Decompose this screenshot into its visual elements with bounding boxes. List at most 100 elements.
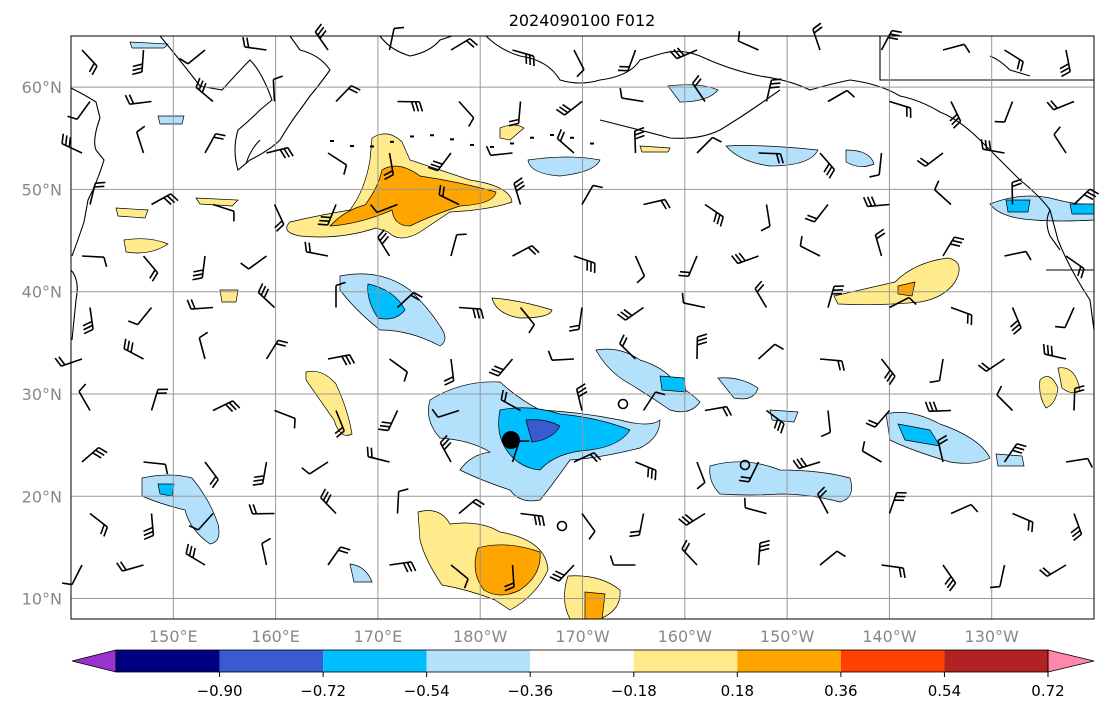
lon-label: 150°W xyxy=(760,627,815,646)
wind-barb xyxy=(634,255,646,284)
wind-barb xyxy=(242,36,267,51)
wind-barb xyxy=(204,461,219,489)
colorbar-tick-label: −0.36 xyxy=(507,682,553,700)
wind-barb xyxy=(816,486,829,514)
wind-barb xyxy=(204,132,226,154)
wind-barb xyxy=(704,405,733,417)
wind-barb xyxy=(704,203,725,227)
wind-barb xyxy=(738,461,760,483)
lat-label: 50°N xyxy=(22,180,62,199)
wind-barb xyxy=(458,100,475,127)
wind-barb xyxy=(760,204,771,232)
lat-label: 60°N xyxy=(22,78,62,97)
storm-markers xyxy=(501,398,751,532)
wind-barb xyxy=(617,49,637,72)
wind-barb xyxy=(977,358,1005,372)
lon-label: 180°W xyxy=(453,627,508,646)
wind-barb xyxy=(266,146,294,159)
wind-barb xyxy=(1055,307,1075,329)
colorbar-tick-label: 0.72 xyxy=(1031,682,1064,700)
wind-barb xyxy=(389,358,409,382)
wind-barb xyxy=(609,555,636,566)
wind-barb xyxy=(116,561,144,572)
wind-barb xyxy=(633,126,645,154)
wind-barb xyxy=(820,410,832,438)
wind-barb xyxy=(766,409,785,434)
wind-barb xyxy=(635,461,657,481)
wind-barb xyxy=(980,139,1005,154)
wind-barb xyxy=(573,451,602,463)
wind-barb xyxy=(366,446,390,463)
wind-barb xyxy=(274,409,296,429)
colorbar-segment xyxy=(219,650,324,672)
wind-barb xyxy=(888,491,907,514)
wind-barb xyxy=(252,461,268,486)
colorbar-segment xyxy=(323,650,427,672)
lon-label: 130°W xyxy=(965,627,1020,646)
wind-barb xyxy=(143,461,169,475)
wind-barb xyxy=(500,389,521,412)
colorbar-segment xyxy=(840,650,945,672)
wind-barb xyxy=(81,49,98,76)
wind-barb xyxy=(389,561,417,573)
wind-barb xyxy=(370,203,398,214)
wind-barb xyxy=(485,145,513,157)
wind-barb xyxy=(1039,564,1067,578)
wind-barb xyxy=(212,203,235,222)
map-plot-area xyxy=(54,22,1100,620)
wind-barb xyxy=(54,356,83,367)
wind-barb xyxy=(1053,126,1067,154)
wind-barbs xyxy=(54,22,1100,592)
wind-barb xyxy=(1004,49,1024,72)
wind-barb xyxy=(678,255,698,278)
wind-barb xyxy=(743,497,767,515)
lon-label: 140°W xyxy=(862,627,917,646)
wind-barb xyxy=(78,383,91,411)
low-marker xyxy=(556,520,568,532)
wind-barb xyxy=(378,410,399,432)
wind-barb xyxy=(731,252,759,265)
wind-barb xyxy=(304,241,329,257)
wind-barb xyxy=(573,255,596,274)
wind-barb xyxy=(186,299,214,310)
wind-barb xyxy=(1004,250,1032,261)
wind-barb xyxy=(123,338,144,360)
wind-barb xyxy=(889,296,917,309)
wind-barb xyxy=(335,281,346,308)
colorbar-segment xyxy=(116,650,220,672)
wind-barb xyxy=(396,291,423,309)
wind-barb xyxy=(581,513,596,540)
wind-barb xyxy=(61,133,83,154)
colorbar-tick-label: −0.54 xyxy=(404,682,450,700)
wind-barb xyxy=(861,441,882,463)
wind-barb xyxy=(335,84,361,103)
wind-barb xyxy=(950,306,973,326)
wind-barb xyxy=(397,100,424,112)
wind-barb xyxy=(388,26,405,51)
wind-barb xyxy=(929,358,944,384)
storm-center-marker xyxy=(501,431,520,450)
wind-barb xyxy=(128,306,153,326)
wind-barb xyxy=(124,94,152,105)
wind-barb xyxy=(261,537,271,566)
colorbar-segment xyxy=(633,650,738,672)
wind-barb xyxy=(450,37,478,51)
colorbar-segment xyxy=(944,650,1048,672)
wind-barb xyxy=(508,101,522,127)
wind-barb xyxy=(257,283,276,309)
wind-barb xyxy=(881,564,906,579)
colorbar-segment xyxy=(737,650,841,672)
wind-barb xyxy=(520,512,546,527)
wind-barb xyxy=(143,513,155,541)
wind-barb xyxy=(1042,344,1067,360)
wind-barb xyxy=(458,498,485,515)
colorbar-extend-high xyxy=(1047,649,1095,673)
wind-barb xyxy=(937,434,948,463)
lon-label: 160°W xyxy=(658,627,713,646)
lat-label: 20°N xyxy=(22,487,62,506)
wind-barb xyxy=(617,306,644,321)
lat-label: 40°N xyxy=(22,283,62,302)
colorbar-tick-label: −0.90 xyxy=(197,682,243,700)
wind-barb xyxy=(696,136,722,154)
